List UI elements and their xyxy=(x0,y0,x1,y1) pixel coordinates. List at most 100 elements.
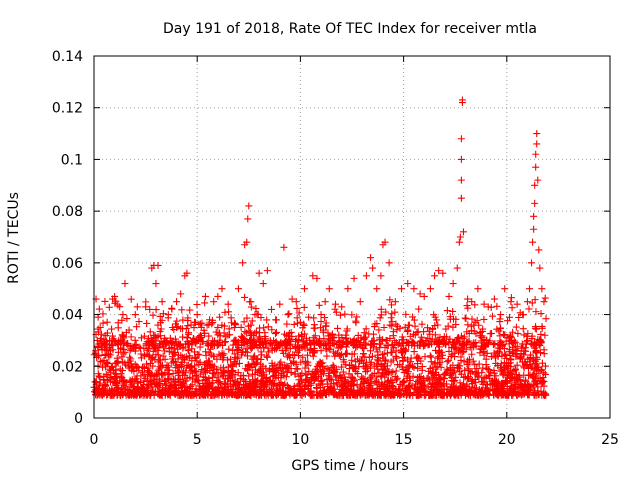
data-point xyxy=(103,377,111,385)
data-point xyxy=(238,351,246,359)
data-point xyxy=(323,364,331,372)
data-point xyxy=(329,339,337,347)
data-point xyxy=(374,354,382,362)
data-point xyxy=(302,376,310,384)
data-point xyxy=(497,324,505,332)
data-point xyxy=(131,360,139,368)
chart-title: Day 191 of 2018, Rate Of TEC Index for r… xyxy=(163,21,537,37)
data-point xyxy=(494,347,502,355)
data-point xyxy=(483,336,491,344)
data-point xyxy=(472,330,480,338)
data-point xyxy=(173,317,181,325)
data-point xyxy=(298,333,306,341)
data-point xyxy=(490,369,498,377)
data-point xyxy=(300,320,308,328)
data-point xyxy=(489,312,497,320)
data-point xyxy=(461,314,469,322)
data-point xyxy=(246,379,254,387)
data-point xyxy=(180,367,188,375)
data-point xyxy=(135,391,143,399)
data-point xyxy=(189,335,197,343)
data-point xyxy=(542,315,550,323)
data-point xyxy=(464,321,472,329)
data-point xyxy=(324,380,332,388)
data-point xyxy=(133,303,141,311)
data-point xyxy=(295,309,303,317)
data-point xyxy=(511,338,519,346)
data-point xyxy=(341,373,349,381)
data-point xyxy=(511,366,519,374)
data-point xyxy=(95,305,103,313)
data-point xyxy=(208,320,216,328)
x-axis-label: GPS time / hours xyxy=(291,458,408,474)
data-point xyxy=(243,238,251,246)
data-point xyxy=(224,300,232,308)
data-point xyxy=(176,375,184,383)
data-point xyxy=(427,353,435,361)
data-point xyxy=(243,314,251,322)
data-point xyxy=(414,360,422,368)
data-point xyxy=(501,331,509,339)
data-point xyxy=(239,259,247,267)
data-point xyxy=(263,353,271,361)
data-point xyxy=(447,390,455,398)
data-point xyxy=(244,215,252,223)
data-point xyxy=(149,311,157,319)
data-point xyxy=(506,385,514,393)
data-point xyxy=(422,388,430,396)
data-point xyxy=(146,389,154,397)
data-point xyxy=(531,296,539,304)
data-point xyxy=(168,324,176,331)
x-tick-label: 5 xyxy=(193,432,202,448)
data-point xyxy=(177,290,185,298)
data-point xyxy=(257,314,265,322)
data-point xyxy=(325,285,333,293)
data-point xyxy=(293,304,301,312)
data-point xyxy=(266,340,274,348)
data-point xyxy=(401,347,409,355)
data-point xyxy=(479,364,487,372)
data-point xyxy=(140,351,148,359)
data-point xyxy=(420,387,428,395)
data-points xyxy=(90,96,550,399)
data-point xyxy=(276,360,284,368)
data-point xyxy=(457,332,465,340)
data-point xyxy=(348,356,356,364)
data-point xyxy=(283,331,291,339)
data-point xyxy=(111,390,119,398)
data-point xyxy=(515,314,523,322)
data-point xyxy=(154,261,162,269)
data-point xyxy=(246,391,254,399)
data-point xyxy=(112,380,120,388)
data-point xyxy=(401,354,409,362)
data-point xyxy=(424,334,432,342)
data-point xyxy=(534,176,542,184)
data-point xyxy=(449,361,457,369)
data-point xyxy=(516,354,524,362)
data-point xyxy=(177,391,185,399)
data-point xyxy=(376,314,384,322)
data-point xyxy=(212,385,220,393)
data-point xyxy=(281,391,289,399)
data-point xyxy=(389,328,397,336)
data-point xyxy=(126,346,134,354)
data-point xyxy=(468,315,476,323)
data-point xyxy=(147,340,155,348)
data-point xyxy=(529,370,537,378)
data-point xyxy=(178,387,186,395)
data-point xyxy=(521,358,529,366)
plot-frame xyxy=(93,55,611,419)
data-point xyxy=(516,380,524,388)
data-point xyxy=(186,364,194,372)
data-point xyxy=(312,365,320,373)
data-point xyxy=(445,292,453,300)
y-tick-label: 0.06 xyxy=(52,256,83,272)
data-point xyxy=(258,372,266,380)
data-point xyxy=(428,369,436,377)
data-point xyxy=(534,363,542,371)
data-point xyxy=(381,388,389,396)
data-point xyxy=(156,340,164,348)
data-point xyxy=(170,389,178,397)
data-point xyxy=(426,285,434,293)
data-point xyxy=(381,238,389,246)
